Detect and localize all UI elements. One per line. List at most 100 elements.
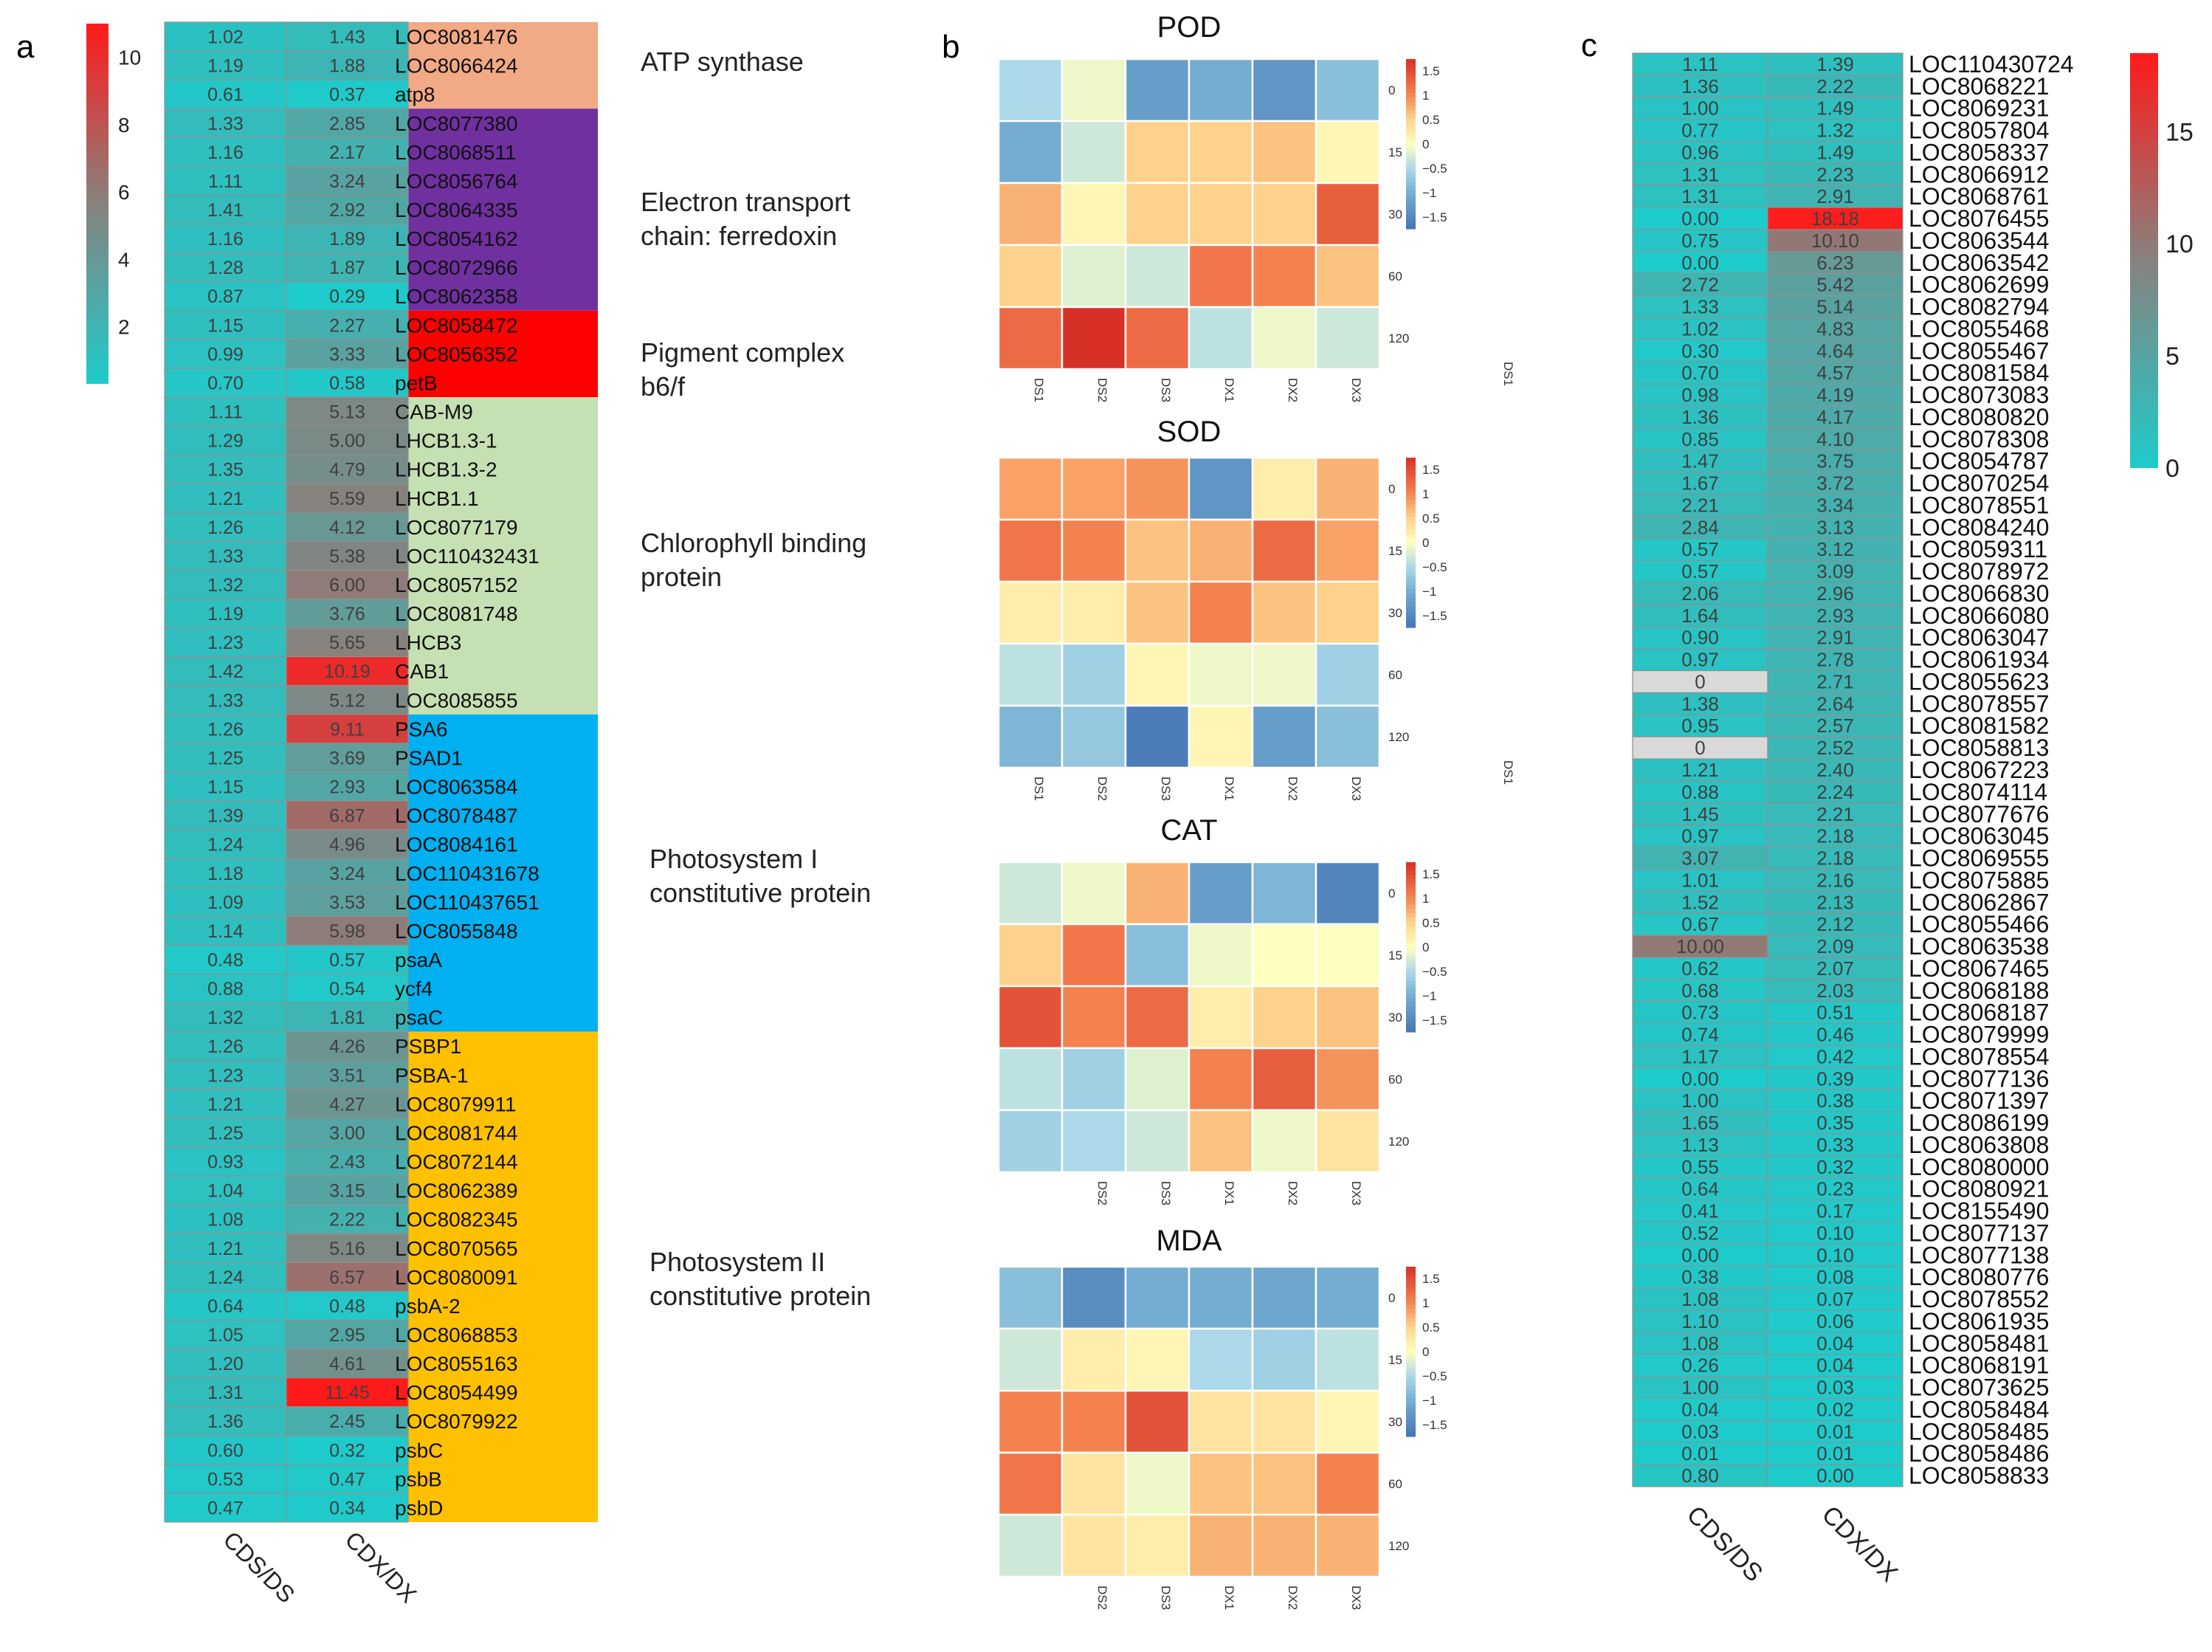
cell-value: 0.34 — [329, 1498, 365, 1518]
cell-value: 2.95 — [329, 1325, 365, 1346]
cell-value: 3.24 — [329, 864, 365, 884]
heatmap-cell — [1315, 1047, 1381, 1112]
heatmap-title: MDA — [1157, 1225, 1222, 1257]
gene-label: LOC8077137 — [1909, 1219, 2049, 1246]
gene-label: LHCB3 — [395, 631, 461, 654]
colorbar-b-tick: 1 — [1422, 487, 1429, 501]
row-label: 60 — [1388, 269, 1402, 283]
gene-label: LOC8078551 — [1909, 492, 2049, 518]
heatmap-cell — [286, 1204, 409, 1234]
row-label: 30 — [1388, 1415, 1402, 1429]
colorbar-b-segment — [1406, 110, 1416, 115]
gene-label: LHCB1.3-1 — [395, 430, 497, 452]
cell-value: 2.91 — [1816, 185, 1854, 207]
heatmap-cell — [286, 368, 409, 398]
heatmap-cell — [1767, 780, 1903, 804]
cell-value: 1.32 — [207, 575, 244, 596]
cell-value: 2.84 — [1681, 516, 1719, 538]
colorbar-b-segment — [1406, 1386, 1416, 1391]
cell-value: 1.36 — [1681, 75, 1719, 97]
colorbar-b-segment — [1406, 1270, 1416, 1276]
cell-value: 4.96 — [329, 835, 365, 856]
cell-value: 1.39 — [1816, 53, 1854, 75]
colorbar-b-segment — [1406, 169, 1416, 174]
colorbar-b-segment — [1406, 470, 1416, 475]
column-label: DS2 — [1095, 378, 1109, 402]
cell-value: 5.16 — [329, 1239, 365, 1259]
heatmap-cell — [997, 1265, 1064, 1330]
cell-value: 1.23 — [207, 1065, 244, 1086]
cell-value: 0.30 — [1681, 340, 1719, 362]
cell-value: 0.70 — [1681, 362, 1719, 384]
heatmap-cell — [286, 396, 409, 427]
colorbar-b-tick: 0.5 — [1422, 916, 1440, 930]
group-description: Pigment complex b6/f — [641, 337, 844, 402]
heatmap-cell — [286, 973, 409, 1004]
colorbar-b-segment — [1406, 1313, 1416, 1318]
heatmap-cell — [1124, 58, 1191, 123]
heatmap-cell — [286, 194, 409, 225]
heatmap-cell — [1315, 306, 1381, 371]
heatmap-cell — [164, 627, 287, 658]
heatmap-cell — [1124, 1265, 1191, 1330]
cell-value: 1.11 — [1682, 53, 1718, 75]
colorbar-b-segment — [1406, 875, 1416, 880]
gene-label: LOC8077676 — [1909, 801, 2049, 827]
heatmap-cell — [1061, 182, 1127, 247]
gene-label: LOC110430724 — [1909, 51, 2074, 78]
heatmap-cell — [1315, 1451, 1381, 1516]
column-label: DX2 — [1286, 378, 1300, 402]
cell-value: 1.00 — [1681, 1090, 1719, 1112]
cell-value: 1.05 — [207, 1325, 244, 1346]
heatmap-cell — [1767, 251, 1903, 275]
heatmap-cell — [1315, 642, 1381, 707]
heatmap-cell — [286, 281, 409, 312]
cell-value: 1.24 — [207, 1267, 244, 1288]
heatmap-cell — [1124, 244, 1191, 309]
row-label: 60 — [1388, 668, 1402, 682]
cell-value: 0.04 — [1816, 1355, 1854, 1377]
colorbar-b-segment — [1406, 478, 1416, 484]
heatmap-cell — [1315, 1327, 1381, 1392]
heatmap-cell — [1632, 1044, 1768, 1068]
cell-value: 0.04 — [1681, 1398, 1719, 1420]
colorbar-b-segment — [1406, 161, 1416, 166]
heatmap-cell — [1767, 957, 1903, 980]
group-description: Photosystem II constitutive protein — [650, 1247, 871, 1311]
colorbar-b-tick: −1.5 — [1422, 609, 1447, 623]
gene-label: LOC8055623 — [1909, 668, 2049, 695]
cell-value: 5.13 — [329, 402, 365, 423]
heatmap-cell — [1767, 912, 1903, 936]
gene-label: LOC8057804 — [1909, 117, 2049, 144]
heatmap-cell — [164, 1031, 287, 1061]
cell-value: 1.31 — [1681, 163, 1719, 185]
cell-value: 0.52 — [1681, 1222, 1719, 1244]
gene-label: LOC8055848 — [395, 920, 518, 943]
cell-value: 2.23 — [1816, 163, 1854, 185]
heatmap-cell — [1632, 1376, 1768, 1400]
heatmap-cell — [1061, 1109, 1127, 1174]
heatmap-cell — [1632, 140, 1768, 164]
cell-value: 6.87 — [329, 806, 365, 827]
gene-label: LOC8078554 — [1909, 1043, 2049, 1070]
cell-value: 0.70 — [207, 373, 244, 393]
cell-value: 0.88 — [1681, 781, 1719, 803]
cell-value: 0.42 — [1816, 1045, 1854, 1067]
column-label: DX1 — [1222, 1181, 1236, 1205]
heatmap-cell — [286, 512, 409, 542]
heatmap-cell — [1767, 1265, 1903, 1289]
heatmap-cell — [1632, 1111, 1768, 1135]
cell-value: 0.00 — [1681, 207, 1719, 230]
heatmap-cell — [164, 1377, 287, 1408]
colorbar-b-segment — [1406, 127, 1416, 132]
heatmap-cell — [1315, 1389, 1381, 1454]
gene-label: LOC8069555 — [1909, 845, 2049, 872]
cell-value: 1.10 — [1681, 1310, 1719, 1332]
heatmap-cell — [1124, 1451, 1191, 1516]
cell-value: 1.81 — [329, 1008, 365, 1028]
gene-label: psaC — [395, 1006, 443, 1029]
gene-label: LOC8082345 — [395, 1208, 518, 1231]
heatmap-cell — [1188, 861, 1254, 926]
heatmap-cell — [164, 1435, 287, 1465]
cell-value: 2.71 — [1816, 670, 1854, 692]
